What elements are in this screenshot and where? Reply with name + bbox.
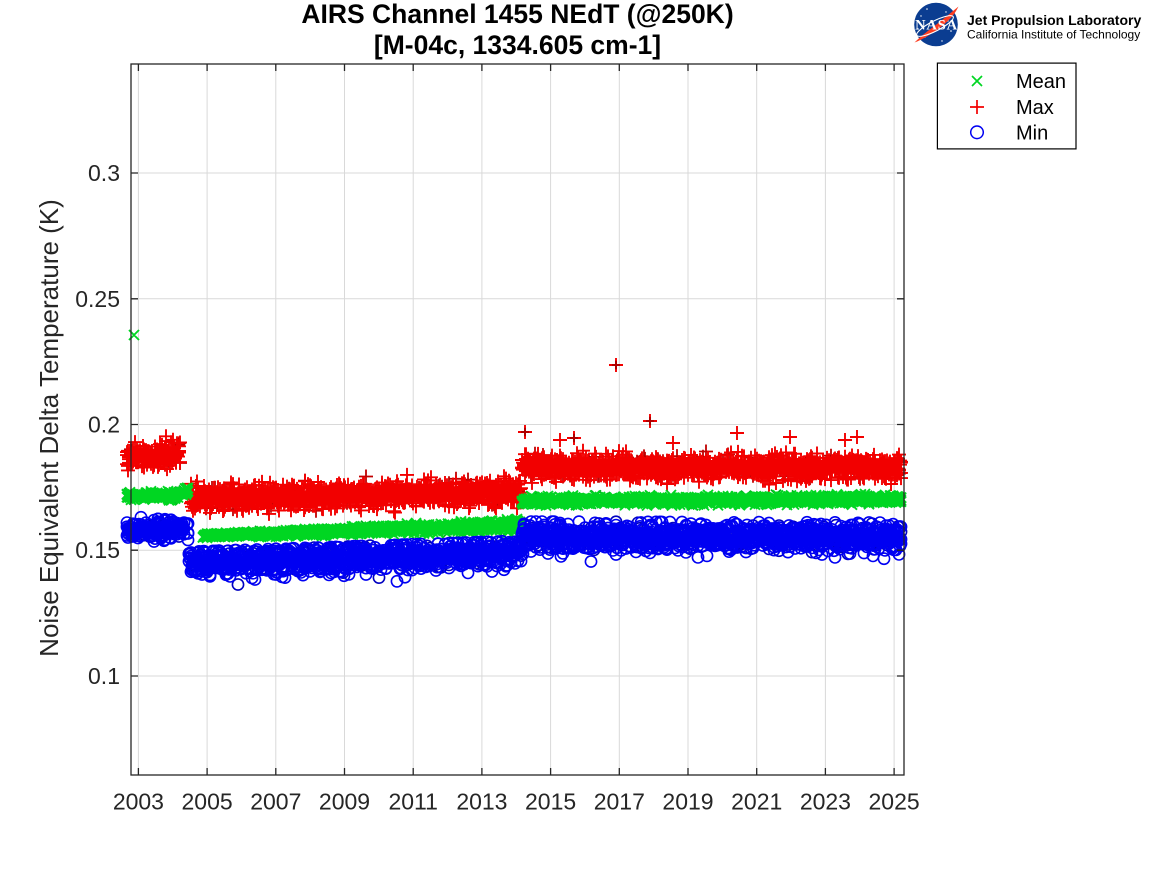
svg-text:Min: Min: [1016, 122, 1048, 144]
svg-text:2007: 2007: [250, 789, 301, 815]
svg-text:2013: 2013: [456, 789, 507, 815]
svg-text:2015: 2015: [525, 789, 576, 815]
svg-text:2003: 2003: [113, 789, 164, 815]
svg-text:2005: 2005: [182, 789, 233, 815]
svg-text:AIRS Channel 1455 NEdT (@250K): AIRS Channel 1455 NEdT (@250K): [301, 0, 733, 29]
svg-text:2009: 2009: [319, 789, 370, 815]
svg-text:0.3: 0.3: [88, 160, 120, 186]
svg-text:2025: 2025: [869, 789, 920, 815]
svg-text:NASA: NASA: [915, 18, 958, 34]
svg-text:2011: 2011: [388, 789, 437, 815]
svg-text:2017: 2017: [594, 789, 645, 815]
svg-text:Mean: Mean: [1016, 71, 1066, 93]
svg-text:California Institute of Techno: California Institute of Technology: [967, 28, 1140, 42]
svg-text:2021: 2021: [731, 789, 782, 815]
svg-text:Max: Max: [1016, 97, 1054, 119]
svg-text:Noise Equivalent Delta Tempera: Noise Equivalent Delta Temperature (K): [34, 199, 64, 657]
svg-text:2019: 2019: [662, 789, 713, 815]
svg-text:[M-04c, 1334.605 cm-1]: [M-04c, 1334.605 cm-1]: [374, 30, 661, 60]
svg-text:0.2: 0.2: [88, 412, 120, 438]
svg-text:0.25: 0.25: [75, 286, 120, 312]
svg-text:0.1: 0.1: [88, 663, 120, 689]
svg-text:0.15: 0.15: [75, 537, 120, 563]
svg-text:Jet Propulsion Laboratory: Jet Propulsion Laboratory: [967, 12, 1141, 28]
svg-text:2023: 2023: [800, 789, 851, 815]
